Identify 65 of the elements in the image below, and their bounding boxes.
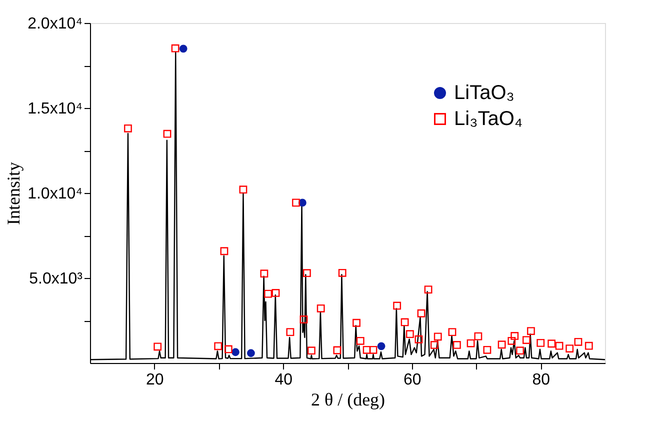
point: [527, 327, 535, 335]
point: [224, 345, 232, 354]
y-axis-title: Intensity: [4, 162, 24, 225]
point: [260, 270, 268, 278]
x-tick-label: 80: [532, 372, 550, 388]
point: [124, 124, 132, 132]
point: [548, 340, 556, 348]
x-tick-label: 20: [146, 372, 164, 388]
point: [362, 346, 371, 354]
point: [400, 318, 409, 326]
point: [298, 198, 306, 207]
y-tick-label: 5.0x10³: [29, 270, 84, 288]
legend-label: LiTaO₃: [454, 82, 514, 104]
point: [246, 349, 255, 358]
point: [498, 340, 506, 349]
point: [307, 346, 316, 355]
point: [448, 328, 456, 336]
point: [377, 342, 386, 350]
point: [163, 130, 172, 138]
point: [414, 335, 423, 344]
point: [584, 342, 593, 350]
point: [474, 332, 482, 340]
point: [292, 198, 300, 207]
x-axis-title: 2 θ / (deg): [310, 390, 386, 410]
point: [516, 346, 524, 355]
point: [333, 346, 342, 354]
point: [424, 286, 432, 294]
point: [566, 344, 574, 353]
point: [352, 318, 360, 327]
point: [356, 336, 364, 345]
point: [232, 348, 240, 356]
point: [574, 338, 582, 346]
point: [264, 290, 272, 298]
x-tick-label: 40: [274, 372, 293, 388]
point: [466, 339, 475, 348]
point: [220, 247, 228, 256]
point: [452, 341, 461, 349]
point: [508, 336, 516, 345]
point: [536, 338, 545, 347]
point: [434, 332, 442, 341]
legend-label: Li₃TaO₄: [454, 108, 523, 130]
point: [510, 332, 519, 340]
y-tick-label: 1.0x10⁴: [28, 186, 83, 202]
point: [522, 336, 530, 344]
x-tick-label: 60: [403, 372, 422, 388]
point: [154, 342, 162, 351]
point: [369, 346, 378, 354]
point: [179, 44, 188, 53]
y-tick-label: 1.5x10⁴: [28, 100, 83, 118]
point: [300, 316, 308, 324]
point: [272, 289, 280, 297]
point: [417, 309, 426, 318]
point: [302, 269, 311, 278]
point: [239, 186, 248, 194]
point: [316, 304, 325, 312]
point: [555, 342, 564, 350]
y-tick-label: 2.0x10⁴: [28, 16, 83, 32]
point: [393, 302, 402, 310]
point: [406, 330, 414, 338]
point: [483, 346, 492, 354]
point: [286, 328, 294, 336]
point: [214, 342, 222, 350]
point: [171, 44, 180, 52]
point: [338, 268, 346, 277]
point: [430, 341, 438, 349]
